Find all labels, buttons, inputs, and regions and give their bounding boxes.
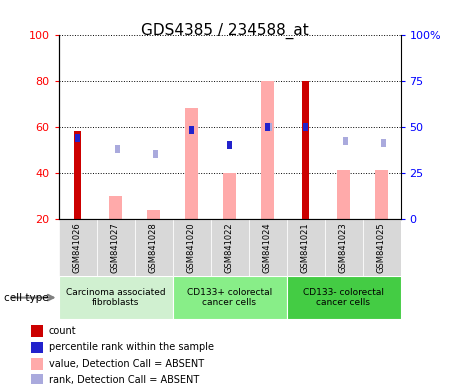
Text: cell type: cell type bbox=[4, 293, 49, 303]
Text: CD133+ colorectal
cancer cells: CD133+ colorectal cancer cells bbox=[187, 288, 272, 307]
Bar bbox=[337, 170, 350, 219]
Bar bbox=[343, 137, 348, 146]
Bar bbox=[147, 210, 160, 219]
Bar bbox=[287, 219, 324, 276]
Bar bbox=[375, 170, 388, 219]
Bar bbox=[31, 374, 43, 384]
Bar bbox=[75, 134, 80, 142]
Bar bbox=[267, 123, 272, 131]
Bar bbox=[211, 219, 248, 276]
Text: GSM841026: GSM841026 bbox=[73, 222, 82, 273]
Bar bbox=[227, 141, 232, 149]
Text: CD133- colorectal
cancer cells: CD133- colorectal cancer cells bbox=[303, 288, 384, 307]
Bar bbox=[287, 276, 400, 319]
Bar bbox=[223, 173, 236, 219]
Bar bbox=[381, 139, 386, 147]
Bar bbox=[31, 325, 43, 337]
Bar bbox=[115, 145, 120, 153]
Bar bbox=[96, 219, 135, 276]
Text: GSM841025: GSM841025 bbox=[377, 222, 386, 273]
Text: GSM841020: GSM841020 bbox=[187, 222, 196, 273]
Text: rank, Detection Call = ABSENT: rank, Detection Call = ABSENT bbox=[49, 375, 199, 384]
Bar bbox=[303, 123, 308, 131]
Text: GSM841021: GSM841021 bbox=[301, 222, 310, 273]
Bar bbox=[363, 219, 400, 276]
Text: GSM841028: GSM841028 bbox=[149, 222, 158, 273]
Text: Carcinoma associated
fibroblasts: Carcinoma associated fibroblasts bbox=[66, 288, 165, 307]
Text: percentile rank within the sample: percentile rank within the sample bbox=[49, 343, 214, 353]
Text: value, Detection Call = ABSENT: value, Detection Call = ABSENT bbox=[49, 359, 204, 369]
Bar bbox=[109, 196, 122, 219]
Bar bbox=[185, 108, 198, 219]
Bar bbox=[31, 342, 43, 353]
Bar bbox=[31, 358, 43, 370]
Bar bbox=[172, 219, 211, 276]
Bar bbox=[248, 219, 287, 276]
Text: GSM841022: GSM841022 bbox=[225, 222, 234, 273]
Bar bbox=[189, 126, 194, 134]
Bar bbox=[135, 219, 172, 276]
Text: GSM841024: GSM841024 bbox=[263, 222, 272, 273]
Text: count: count bbox=[49, 326, 76, 336]
Bar bbox=[58, 276, 172, 319]
Text: GSM841023: GSM841023 bbox=[339, 222, 348, 273]
Text: GDS4385 / 234588_at: GDS4385 / 234588_at bbox=[141, 23, 309, 39]
Bar bbox=[153, 151, 157, 159]
Bar bbox=[302, 81, 309, 219]
Bar bbox=[261, 81, 274, 219]
Bar bbox=[172, 276, 287, 319]
Text: GSM841027: GSM841027 bbox=[111, 222, 120, 273]
Bar bbox=[74, 131, 81, 219]
Bar bbox=[58, 219, 96, 276]
Bar bbox=[324, 219, 363, 276]
Bar bbox=[265, 123, 270, 131]
